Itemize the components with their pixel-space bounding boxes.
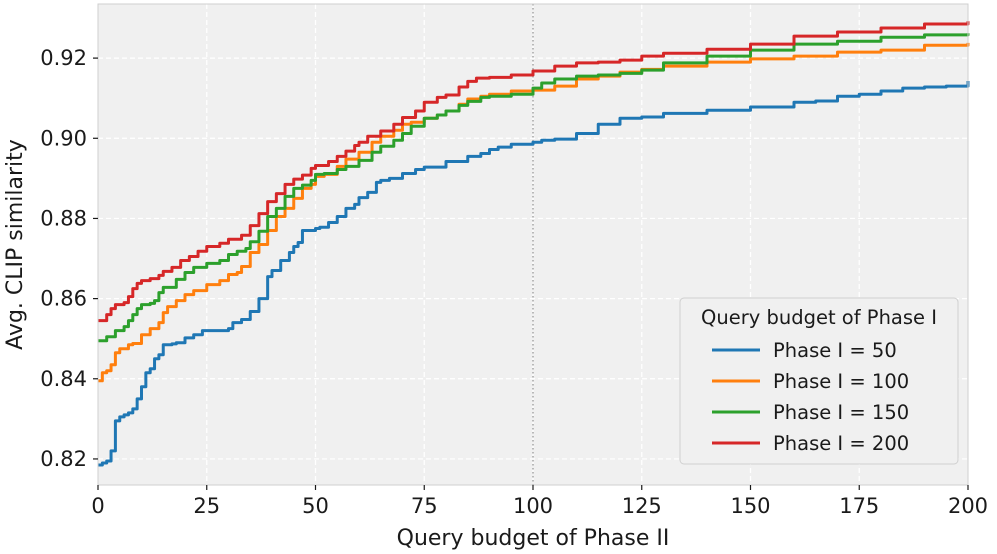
y-tick-label: 0.92 bbox=[40, 46, 87, 70]
x-tick-label: 100 bbox=[513, 494, 553, 518]
y-axis-title: Avg. CLIP similarity bbox=[3, 139, 28, 350]
series-lines bbox=[98, 21, 970, 467]
y-ticks: 0.82 0.84 0.86 0.88 0.90 0.92 bbox=[40, 46, 98, 471]
series-line-3 bbox=[98, 33, 970, 343]
x-tick-label: 200 bbox=[948, 494, 988, 518]
x-axis-title: Query budget of Phase II bbox=[397, 526, 670, 551]
x-tick-label: 125 bbox=[622, 494, 662, 518]
y-tick-label: 0.82 bbox=[40, 447, 87, 471]
legend-box bbox=[679, 297, 959, 465]
series-line-4 bbox=[98, 21, 970, 323]
y-tick-label: 0.90 bbox=[40, 126, 87, 150]
legend-items: Phase I = 50 Phase I = 100 Phase I = 150 Ph… bbox=[712, 339, 909, 455]
x-tick-label: 50 bbox=[302, 494, 329, 518]
x-tick-label: 25 bbox=[193, 494, 220, 518]
x-tick-label: 175 bbox=[839, 494, 879, 518]
x-tick-label: 0 bbox=[91, 494, 104, 518]
legend-label-3: Phase I = 150 bbox=[773, 401, 909, 424]
y-tick-label: 0.86 bbox=[40, 287, 87, 311]
y-tick-label: 0.84 bbox=[40, 367, 87, 391]
legend-label-2: Phase I = 100 bbox=[773, 370, 909, 393]
legend: Query budget of Phase I Phase I = 50Phas… bbox=[679, 297, 959, 465]
x-ticks: 0 25 50 75 100 125 150 175 200 bbox=[91, 485, 988, 518]
legend-label-1: Phase I = 50 bbox=[773, 339, 897, 362]
x-tick-label: 150 bbox=[730, 494, 770, 518]
legend-label-4: Phase I = 200 bbox=[773, 432, 909, 455]
legend-title: Query budget of Phase I bbox=[701, 306, 937, 329]
y-tick-label: 0.88 bbox=[40, 206, 87, 230]
series-line-1 bbox=[98, 80, 970, 467]
x-tick-label: 75 bbox=[411, 494, 438, 518]
